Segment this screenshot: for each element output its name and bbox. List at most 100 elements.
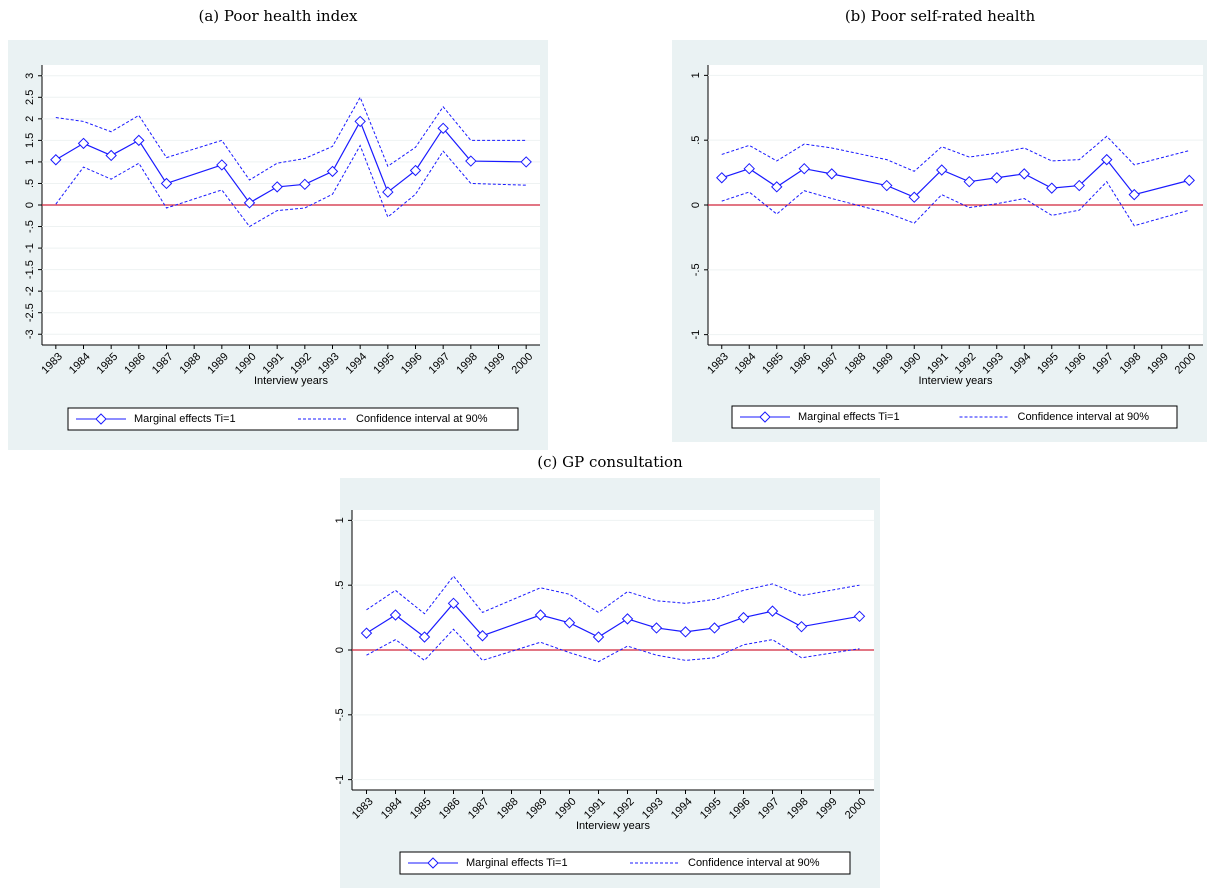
y-tick-label: .5 (24, 179, 36, 188)
ci-lower (366, 628, 860, 663)
legend-label: Marginal effects Ti=1 (798, 411, 900, 423)
panel: (a) Poor health index -3 -2.5 -2 -1.5 -1 -.5 0.… (8, 7, 548, 450)
y-tick-label: -.5 (334, 708, 346, 721)
marker (798, 162, 810, 175)
marker (77, 137, 90, 150)
marker (708, 622, 721, 634)
marker (826, 168, 838, 180)
legend-label: Marginal effects Ti=1 (466, 857, 568, 869)
marker (716, 172, 728, 184)
marker (963, 175, 975, 188)
y-tick-label: -1 (690, 330, 702, 340)
legend-box (67, 407, 519, 431)
marker (271, 181, 283, 193)
marker (737, 611, 750, 624)
x-axis-label: Interview years (576, 820, 650, 832)
marker (1183, 174, 1195, 187)
marker (360, 627, 373, 639)
legend-box (731, 405, 1178, 429)
marker (563, 617, 576, 629)
marker (216, 159, 228, 171)
marker (50, 154, 62, 166)
marker (476, 630, 489, 642)
y-tick-label: 2 (24, 116, 36, 122)
y-tick-label: 3 (24, 73, 36, 79)
ci-upper (721, 135, 1190, 172)
marker (908, 191, 920, 203)
y-tick-label: 1 (24, 159, 36, 165)
y-tick-label: -1.5 (24, 260, 36, 279)
marker (1101, 153, 1113, 166)
ci-lower (721, 180, 1190, 227)
legend-label: Marginal effects Ti=1 (134, 413, 236, 425)
effect-line (55, 120, 527, 204)
marker (1018, 168, 1030, 180)
y-tick-label: -2 (24, 286, 36, 296)
panel-title: (a) Poor health index (198, 7, 358, 25)
marker (936, 164, 948, 176)
y-tick-label: .5 (690, 136, 702, 145)
y-tick-label: 0 (690, 202, 702, 208)
ci-upper (366, 575, 860, 615)
marker (299, 178, 311, 191)
y-tick-label: -3 (24, 329, 36, 339)
x-axis-label: Interview years (254, 375, 328, 387)
marker (465, 155, 477, 167)
legend-label: Confidence interval at 90% (356, 413, 488, 425)
effect-line (366, 602, 860, 638)
marker (105, 149, 117, 162)
y-tick-label: 1 (334, 517, 346, 523)
legend-box (399, 851, 851, 875)
marker (354, 115, 366, 128)
marker (743, 162, 755, 175)
marker (592, 631, 605, 643)
marker (243, 197, 256, 209)
marker (650, 622, 663, 634)
y-tick-label: 2.5 (24, 90, 36, 105)
marker (382, 186, 394, 198)
legend-marker (759, 411, 771, 423)
marker (534, 609, 547, 621)
marker (766, 605, 779, 617)
y-tick-label: -.5 (690, 263, 702, 276)
x-axis-label: Interview years (919, 375, 993, 387)
marker (795, 620, 808, 633)
marker (133, 134, 145, 147)
y-tick-label: 0 (334, 647, 346, 653)
marker (771, 181, 783, 193)
panel-title: (c) GP consultation (537, 453, 683, 471)
marker (621, 613, 634, 625)
legend-label: Confidence interval at 90% (688, 857, 820, 869)
marker (389, 609, 402, 621)
y-tick-label: 0 (24, 202, 36, 208)
y-tick-label: -1 (334, 775, 346, 785)
marker (1128, 188, 1140, 201)
marker (991, 172, 1003, 184)
legend-label: Confidence interval at 90% (1018, 411, 1150, 423)
marker (881, 179, 893, 192)
y-tick-label: -.5 (24, 220, 36, 233)
legend-marker (95, 413, 107, 425)
y-tick-label: 1 (690, 72, 702, 78)
marker (447, 597, 460, 610)
y-tick-label: -1 (24, 243, 36, 253)
marker (409, 164, 422, 177)
y-tick-label: -2.5 (24, 303, 36, 322)
marker (1073, 179, 1085, 192)
ci-lower (55, 144, 527, 228)
marker (326, 165, 339, 178)
effect-line (721, 158, 1190, 198)
marker (853, 610, 866, 623)
marker (418, 631, 431, 643)
ci-upper (55, 96, 527, 181)
marker (520, 156, 532, 168)
y-tick-label: .5 (334, 581, 346, 590)
marker (437, 122, 449, 135)
panel-title: (b) Poor self-rated health (845, 7, 1036, 25)
legend-marker (427, 857, 439, 869)
marker (160, 177, 173, 190)
marker (1046, 182, 1058, 194)
